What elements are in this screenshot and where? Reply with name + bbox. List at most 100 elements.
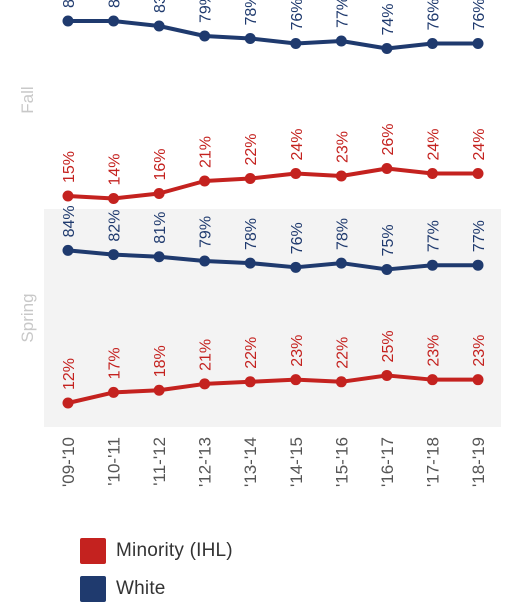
data-label-spring-white-1: 82% [107, 210, 124, 242]
data-label-fall-minority-0: 15% [61, 151, 78, 183]
legend-item-white[interactable]: White [80, 570, 233, 608]
data-point-spring-minority-4 [244, 376, 256, 388]
data-label-fall-minority-1: 14% [107, 153, 124, 185]
series-line-spring-white [67, 248, 478, 272]
data-label-fall-white-1: 85% [107, 0, 124, 8]
data-label-fall-white-5: 76% [289, 0, 306, 31]
data-label-spring-minority-6: 22% [334, 337, 351, 369]
data-point-spring-white-2 [153, 251, 165, 263]
x-tick-label-8: '17-'18 [423, 437, 442, 487]
data-point-spring-minority-3 [199, 378, 211, 390]
series-line-fall-minority [67, 166, 478, 201]
data-label-fall-minority-3: 21% [198, 136, 215, 168]
data-label-fall-white-3: 79% [198, 0, 215, 23]
data-point-fall-white-9 [472, 38, 484, 49]
data-point-fall-white-4 [244, 33, 256, 44]
data-point-spring-white-9 [472, 259, 484, 271]
data-point-spring-white-1 [108, 249, 120, 261]
data-point-spring-minority-8 [426, 374, 438, 386]
data-label-spring-white-9: 77% [471, 220, 488, 252]
data-label-fall-white-4: 78% [243, 0, 260, 26]
data-label-fall-minority-7: 26% [380, 123, 397, 155]
data-point-fall-minority-3 [199, 175, 211, 187]
x-tick-label-4: '13-'14 [241, 437, 260, 487]
legend-label-white: White [116, 578, 166, 599]
data-point-fall-white-7 [381, 43, 393, 54]
data-point-spring-minority-1 [108, 386, 120, 398]
data-point-fall-white-5 [290, 38, 302, 49]
data-point-fall-white-0 [62, 15, 74, 27]
data-point-spring-minority-5 [290, 374, 302, 386]
data-label-spring-minority-4: 22% [243, 337, 260, 369]
data-point-fall-minority-9 [472, 168, 484, 179]
x-tick-label-6: '15-'16 [332, 437, 351, 487]
data-label-spring-white-5: 76% [289, 222, 306, 254]
data-point-spring-minority-0 [62, 397, 74, 409]
data-label-fall-white-9: 76% [471, 0, 488, 31]
data-point-fall-minority-6 [335, 170, 347, 182]
data-label-spring-minority-5: 23% [289, 335, 306, 367]
data-point-spring-white-7 [381, 263, 393, 275]
data-label-fall-minority-8: 24% [425, 128, 442, 160]
legend-item-minority[interactable]: Minority (IHL) [80, 532, 233, 570]
data-point-spring-white-6 [335, 257, 347, 269]
data-label-spring-white-8: 77% [425, 220, 442, 252]
data-point-fall-minority-8 [426, 168, 438, 179]
data-label-spring-white-3: 79% [198, 216, 215, 248]
data-label-spring-white-2: 81% [152, 212, 169, 244]
data-label-fall-minority-9: 24% [471, 128, 488, 160]
legend-swatch-minority [80, 538, 106, 564]
series-line-spring-minority [67, 373, 478, 405]
data-point-spring-white-0 [62, 244, 74, 256]
data-label-fall-minority-5: 24% [289, 128, 306, 160]
data-point-spring-white-8 [426, 259, 438, 271]
data-point-fall-white-1 [108, 15, 120, 27]
data-label-spring-minority-0: 12% [61, 358, 78, 390]
data-point-fall-minority-2 [153, 188, 165, 199]
data-label-fall-minority-6: 23% [334, 131, 351, 163]
data-point-spring-minority-2 [153, 384, 165, 396]
data-label-spring-minority-8: 23% [425, 335, 442, 367]
data-point-spring-minority-7 [381, 369, 393, 381]
legend-swatch-white [80, 576, 106, 602]
legend-label-minority: Minority (IHL) [116, 540, 233, 561]
series-line-fall-white [68, 19, 478, 51]
x-tick-label-0: '09-'10 [59, 437, 78, 487]
data-point-spring-white-5 [290, 261, 302, 273]
x-tick-label-1: '10-'11 [105, 437, 124, 486]
data-label-spring-minority-3: 21% [198, 339, 215, 371]
row-label-fall: Fall [18, 86, 37, 113]
row-label-spring: Spring [18, 293, 37, 342]
data-label-spring-white-7: 75% [380, 224, 397, 256]
x-tick-label-2: '11-'12 [150, 437, 169, 486]
data-point-fall-white-2 [153, 20, 165, 32]
data-point-fall-white-6 [335, 35, 347, 47]
data-point-fall-minority-5 [290, 168, 302, 179]
data-label-fall-white-7: 74% [380, 3, 397, 35]
legend: Minority (IHL) White [80, 532, 233, 608]
data-label-fall-white-0: 85% [61, 0, 78, 8]
data-point-spring-white-4 [244, 257, 256, 269]
data-label-fall-white-8: 76% [425, 0, 442, 31]
x-tick-label-9: '18-'19 [469, 437, 488, 487]
data-label-spring-white-4: 78% [243, 218, 260, 250]
data-point-spring-minority-9 [472, 374, 484, 386]
data-label-spring-minority-7: 25% [380, 330, 397, 362]
data-label-spring-minority-2: 18% [152, 345, 169, 377]
data-label-fall-white-6: 77% [334, 0, 351, 28]
data-label-fall-minority-2: 16% [152, 148, 169, 180]
data-label-spring-white-0: 84% [61, 205, 78, 237]
x-tick-label-7: '16-'17 [378, 437, 397, 487]
x-tick-label-5: '14-'15 [287, 437, 306, 487]
x-tick-label-3: '12-'13 [196, 437, 215, 487]
data-point-fall-minority-4 [244, 173, 256, 184]
data-point-fall-white-8 [426, 38, 438, 49]
data-point-fall-white-3 [199, 30, 211, 42]
data-label-spring-minority-9: 23% [471, 335, 488, 367]
data-point-fall-minority-1 [108, 193, 120, 204]
data-point-fall-minority-0 [62, 190, 74, 202]
chart-svg: Fall 85% 85% 83% 79% 78% 76% 77% 74% 76% 76% 15% 14%… [18, 0, 501, 487]
data-label-spring-white-6: 78% [334, 218, 351, 250]
data-point-fall-minority-7 [381, 163, 393, 174]
data-label-fall-minority-4: 22% [243, 133, 260, 165]
